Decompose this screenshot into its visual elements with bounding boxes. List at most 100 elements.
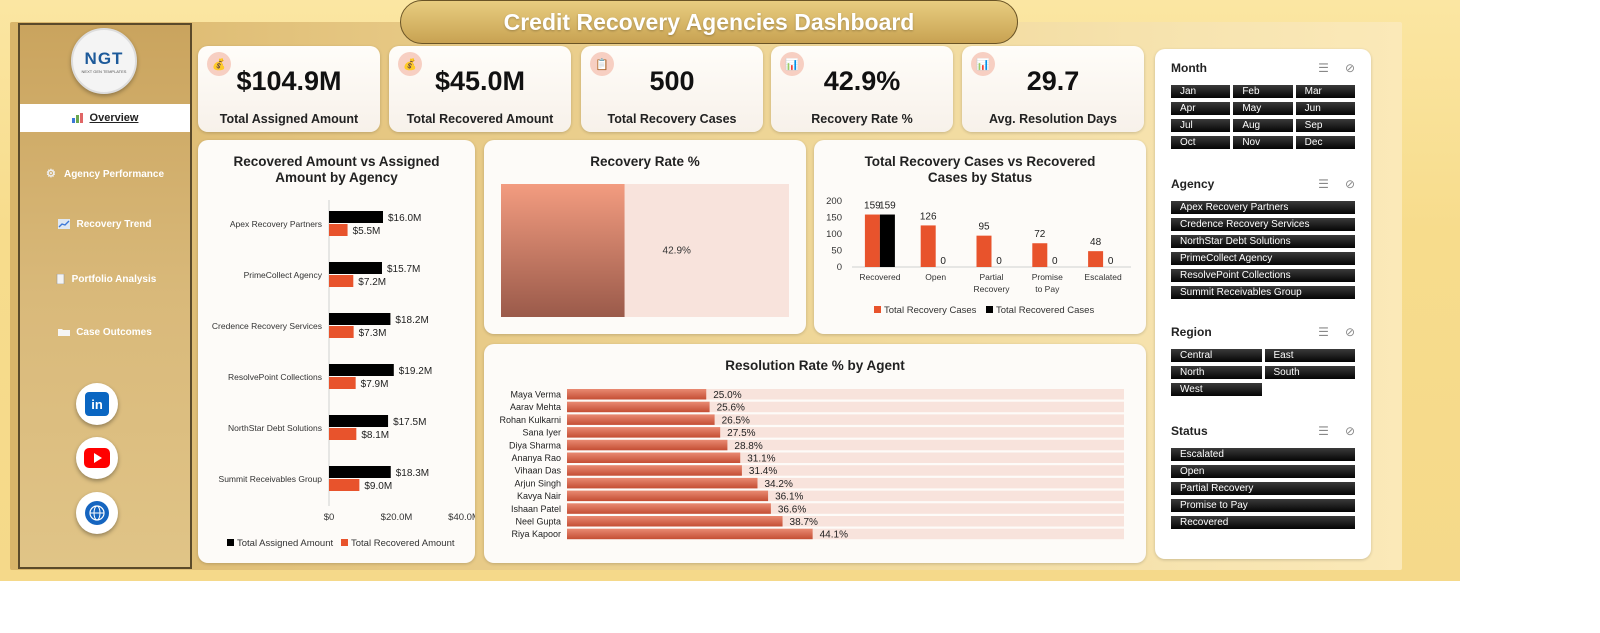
bar-recovered-cases — [879, 214, 895, 267]
bar-resolution-rate — [567, 427, 721, 438]
money-bag-icon: 💰 — [398, 52, 422, 76]
data-label: 44.1% — [820, 530, 848, 541]
linkedin-button[interactable]: in — [76, 383, 118, 425]
nav-label: Recovery Trend — [76, 218, 152, 230]
filter-option[interactable]: Feb — [1233, 85, 1293, 98]
recovery-rate-chart-panel: Recovery Rate % 42.9% — [484, 140, 806, 334]
category-label: Maya Verma — [510, 390, 561, 400]
multi-select-icon[interactable]: ☰ — [1318, 61, 1329, 75]
filter-option[interactable]: Nov — [1233, 136, 1293, 149]
data-label: $16.0M — [388, 213, 421, 224]
nav-portfolio-analysis[interactable]: Portfolio Analysis — [20, 265, 190, 293]
filter-option[interactable]: East — [1264, 349, 1355, 362]
filter-option[interactable]: Open — [1171, 465, 1355, 478]
data-label: $7.9M — [361, 379, 389, 390]
agency-amount-chart: Apex Recovery Partners $16.0M $5.5M PrimeCo… — [212, 200, 475, 549]
data-label: $15.7M — [387, 264, 420, 275]
legend-swatch — [874, 306, 881, 313]
globe-icon — [85, 501, 109, 525]
dashboard-title-banner: Credit Recovery Agencies Dashboard — [400, 0, 1018, 44]
kpi-value: $104.9M — [236, 66, 342, 96]
dashboard-title: Credit Recovery Agencies Dashboard — [503, 8, 915, 35]
filter-option[interactable]: Central — [1171, 349, 1262, 362]
filter-option[interactable]: North — [1171, 366, 1262, 379]
legend-label: Total Recovery Cases — [884, 305, 977, 316]
filter-option[interactable]: Jun — [1295, 102, 1355, 115]
filter-option[interactable]: ResolvePoint Collections — [1171, 269, 1355, 282]
filter-option[interactable]: West — [1171, 383, 1262, 396]
multi-select-icon[interactable]: ☰ — [1318, 325, 1329, 339]
multi-select-icon[interactable]: ☰ — [1318, 177, 1329, 191]
data-label: $7.3M — [359, 328, 387, 339]
money-bag-icon: 💰 — [207, 52, 231, 76]
filter-option[interactable]: PrimeCollect Agency — [1171, 252, 1355, 265]
data-label: 38.7% — [790, 517, 818, 528]
bar-resolution-rate — [567, 503, 771, 514]
filter-option[interactable]: South — [1264, 366, 1355, 379]
youtube-button[interactable] — [76, 437, 118, 479]
bar-background — [567, 528, 1124, 540]
filter-option[interactable]: Apr — [1171, 102, 1231, 115]
clear-filter-icon[interactable]: ⊘ — [1344, 177, 1355, 191]
filter-option[interactable]: Sep — [1295, 119, 1355, 132]
data-label: 42.9% — [663, 246, 691, 257]
filter-option[interactable]: Jul — [1171, 119, 1231, 132]
category-label: Neel Gupta — [515, 517, 561, 527]
bar-chart-icon: 📊 — [971, 52, 995, 76]
bar-total-cases — [1032, 243, 1048, 267]
data-label: 27.5% — [727, 428, 755, 439]
nav-case-outcomes[interactable]: Case Outcomes — [20, 318, 190, 346]
filter-option[interactable]: Escalated — [1171, 448, 1355, 461]
filter-option[interactable]: Oct — [1171, 136, 1231, 149]
legend-label: Total Recovered Cases — [996, 305, 1094, 316]
data-label: 95 — [978, 222, 990, 233]
filter-option[interactable]: May — [1233, 102, 1293, 115]
kpi-card-avg-resolution: 📊 29.7 Avg. Resolution Days — [962, 46, 1144, 132]
bar-resolution-rate — [567, 465, 742, 476]
nav-agency-performance[interactable]: ⚙ Agency Performance — [20, 160, 190, 188]
filter-option[interactable]: NorthStar Debt Solutions — [1171, 235, 1355, 248]
filter-option[interactable]: Aug — [1233, 119, 1293, 132]
filter-option[interactable]: Apex Recovery Partners — [1171, 201, 1355, 214]
data-label: 26.5% — [722, 415, 750, 426]
filter-option[interactable]: Recovered — [1171, 516, 1355, 529]
nav-label: Case Outcomes — [76, 326, 152, 338]
filter-option[interactable]: Summit Receivables Group — [1171, 286, 1355, 299]
filter-option[interactable]: Partial Recovery — [1171, 482, 1355, 495]
bar-total-cases — [976, 235, 992, 267]
category-label: Ananya Rao — [511, 453, 561, 463]
multi-select-icon[interactable]: ☰ — [1318, 424, 1329, 438]
category-label: Apex Recovery Partners — [230, 219, 322, 229]
filter-controls: ☰ ⊘ — [1318, 177, 1355, 191]
dashboard-background: Credit Recovery Agencies Dashboard NGT N… — [0, 0, 1460, 581]
data-label: 126 — [920, 211, 937, 222]
filter-option[interactable]: Credence Recovery Services — [1171, 218, 1355, 231]
kpi-label: Total Recovered Amount — [406, 112, 554, 126]
filter-option[interactable]: Promise to Pay — [1171, 499, 1355, 512]
nav-overview[interactable]: Overview — [20, 104, 190, 132]
clear-filter-icon[interactable]: ⊘ — [1344, 61, 1355, 75]
category-label: Promise — [1032, 272, 1063, 282]
category-label: Escalated — [1084, 272, 1122, 282]
data-label: $18.3M — [396, 468, 429, 479]
category-label: Partial — [979, 272, 1003, 282]
bar-assigned — [329, 262, 382, 274]
filter-panel: Month ☰ ⊘ Jan Feb Mar Apr May Jun Jul Aug Sep Oct Nov… — [1155, 49, 1371, 559]
clear-filter-icon[interactable]: ⊘ — [1344, 424, 1355, 438]
filter-option[interactable]: Jan — [1171, 85, 1231, 98]
recovery-rate-chart: 42.9% — [501, 184, 789, 317]
filter-title-status: Status — [1171, 424, 1208, 438]
filter-option[interactable]: Mar — [1295, 85, 1355, 98]
clear-filter-icon[interactable]: ⊘ — [1344, 325, 1355, 339]
sidebar: NGT NEXT GEN TEMPLATES Overview ⚙ Agency… — [18, 23, 192, 569]
document-icon — [56, 274, 64, 284]
tick-label: $40.0M — [448, 512, 475, 523]
tick-label: 200 — [826, 196, 842, 207]
filter-option[interactable]: Dec — [1295, 136, 1355, 149]
kpi-value: 500 — [649, 66, 695, 96]
nav-recovery-trend[interactable]: Recovery Trend — [20, 210, 190, 238]
website-button[interactable] — [76, 492, 118, 534]
category-label: Diya Sharma — [509, 440, 561, 450]
kpi-card-recovery-rate: 📊 42.9% Recovery Rate % — [771, 46, 953, 132]
category-label: Ishaan Patel — [511, 504, 561, 514]
